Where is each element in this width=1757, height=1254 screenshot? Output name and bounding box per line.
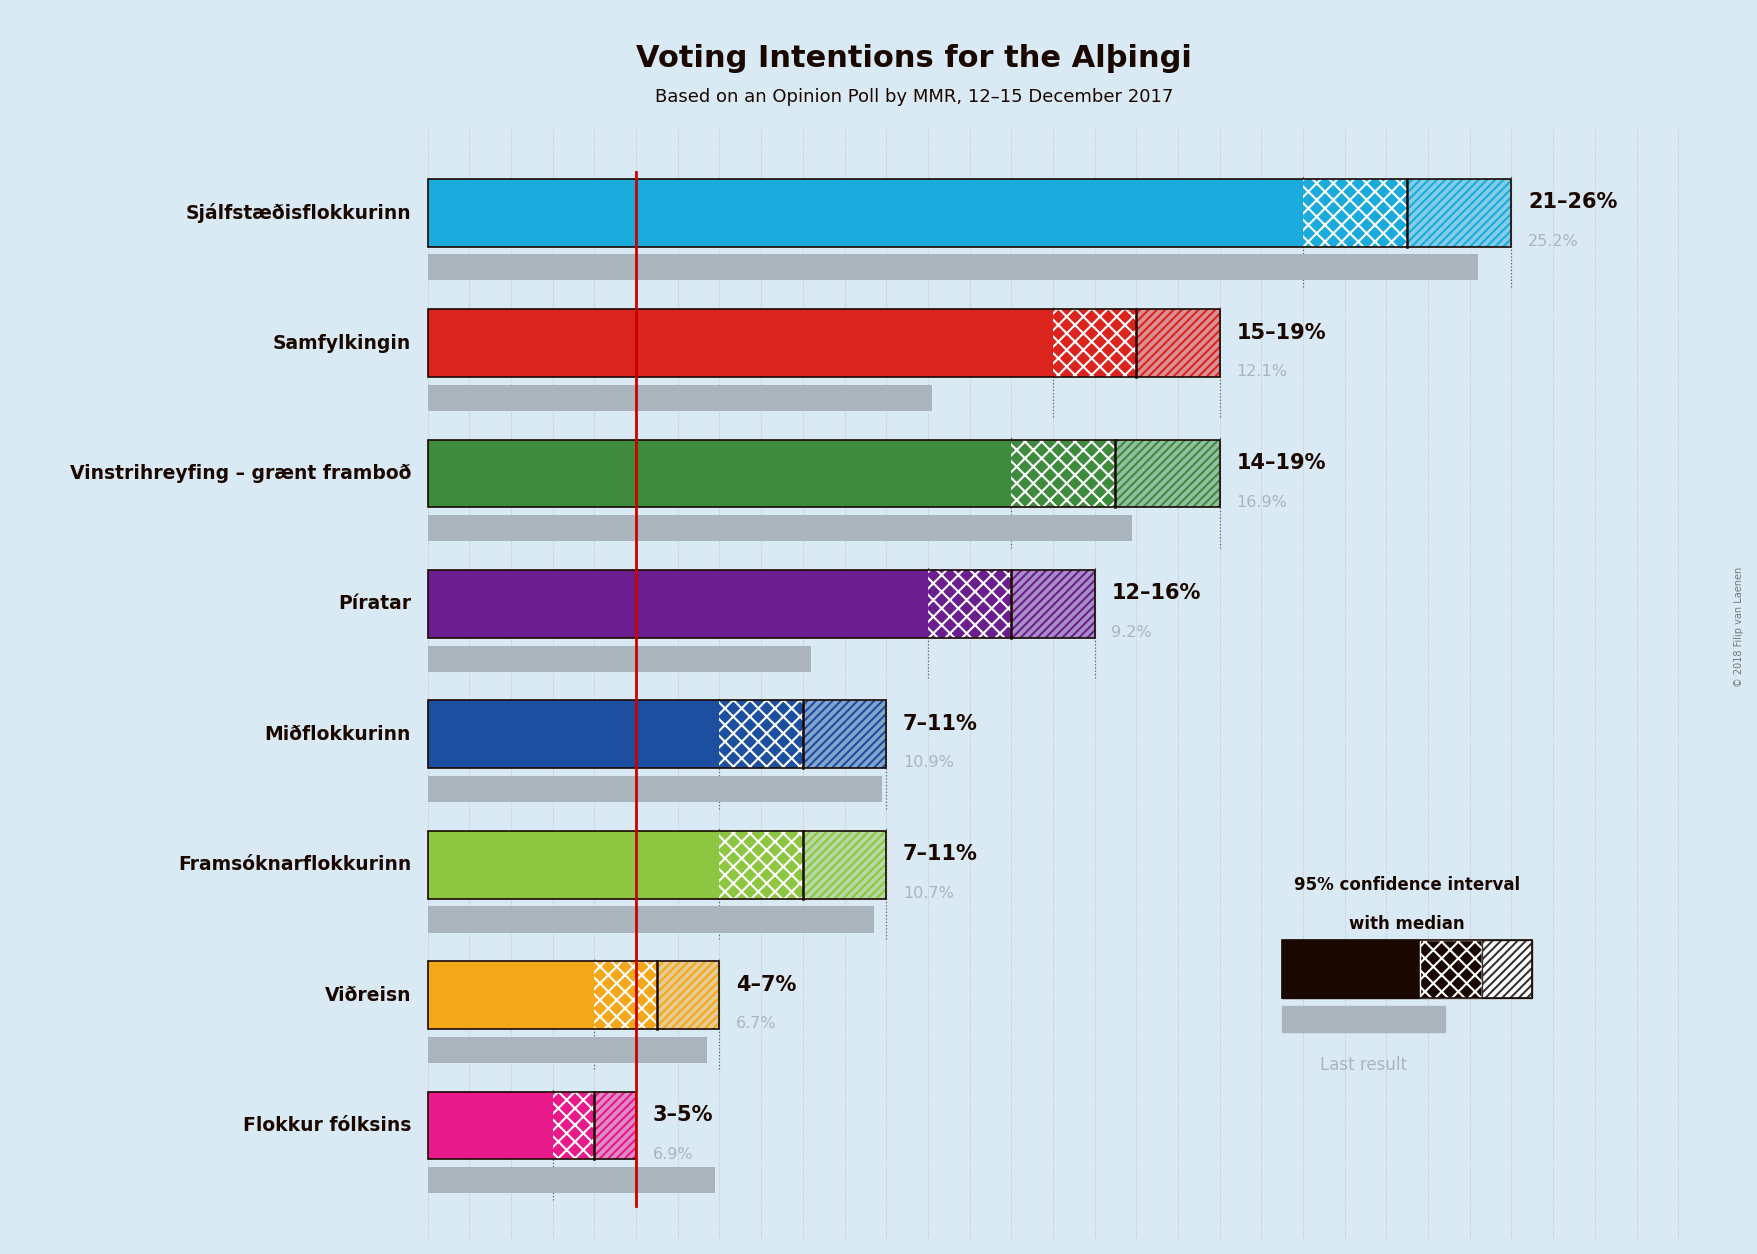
Bar — [719, 701, 803, 769]
Bar — [427, 701, 719, 769]
Bar — [552, 1092, 594, 1160]
Bar — [552, 1092, 594, 1160]
Text: Sjálfstæðisflokkurinn: Sjálfstæðisflokkurinn — [184, 203, 411, 223]
Bar — [1281, 939, 1532, 998]
Bar — [719, 701, 803, 769]
Bar — [427, 776, 882, 803]
Text: 12–16%: 12–16% — [1110, 583, 1200, 603]
Text: 6.7%: 6.7% — [736, 1016, 777, 1031]
Bar — [427, 255, 1478, 281]
Text: 12.1%: 12.1% — [1235, 364, 1286, 379]
Text: 21–26%: 21–26% — [1527, 192, 1616, 212]
Bar — [1406, 179, 1511, 247]
Bar — [427, 831, 719, 899]
Bar — [928, 571, 1010, 638]
Bar — [1481, 939, 1532, 998]
Bar — [1010, 440, 1116, 508]
Text: 14–19%: 14–19% — [1235, 453, 1325, 473]
Bar — [427, 310, 1052, 377]
Text: 95% confidence interval: 95% confidence interval — [1293, 877, 1520, 894]
Bar — [594, 1092, 636, 1160]
Text: Píratar: Píratar — [337, 594, 411, 613]
Bar — [1406, 179, 1511, 247]
Bar — [594, 1092, 636, 1160]
Text: 7–11%: 7–11% — [903, 844, 977, 864]
Bar — [1281, 939, 1420, 998]
Bar — [928, 571, 1010, 638]
Text: 15–19%: 15–19% — [1235, 322, 1325, 342]
Text: with median: with median — [1349, 915, 1464, 933]
Bar — [803, 701, 886, 769]
Text: 6.9%: 6.9% — [652, 1146, 692, 1161]
Bar — [719, 831, 803, 899]
Bar — [1010, 571, 1095, 638]
Bar — [1135, 310, 1219, 377]
Bar — [1116, 440, 1219, 508]
Text: Vinstrihreyfing – grænt framboð: Vinstrihreyfing – grænt framboð — [70, 464, 411, 483]
Text: Voting Intentions for the Alþingi: Voting Intentions for the Alþingi — [636, 44, 1191, 73]
Bar — [427, 440, 1010, 508]
Text: 25.2%: 25.2% — [1527, 233, 1578, 248]
Bar — [427, 907, 873, 933]
Text: Miðflokkurinn: Miðflokkurinn — [265, 725, 411, 744]
Bar — [1420, 939, 1481, 998]
Bar — [427, 515, 1132, 542]
Text: Framsóknarflokkurinn: Framsóknarflokkurinn — [177, 855, 411, 874]
Text: 7–11%: 7–11% — [903, 714, 977, 734]
Bar — [1010, 440, 1116, 508]
Bar — [1052, 310, 1135, 377]
Text: Samfylkingin: Samfylkingin — [272, 334, 411, 352]
Bar — [657, 962, 719, 1030]
Bar — [1420, 939, 1481, 998]
Bar — [1302, 179, 1406, 247]
Bar — [427, 1167, 715, 1194]
Bar — [427, 571, 928, 638]
Bar — [427, 1037, 706, 1063]
Text: Last result: Last result — [1320, 1056, 1406, 1073]
Bar — [1010, 571, 1095, 638]
Bar — [427, 1092, 552, 1160]
Bar — [803, 701, 886, 769]
Text: 16.9%: 16.9% — [1235, 494, 1286, 509]
Bar — [594, 962, 657, 1030]
Bar — [1116, 440, 1219, 508]
Bar — [427, 385, 931, 411]
Bar — [427, 179, 1302, 247]
Text: Based on an Opinion Poll by MMR, 12–15 December 2017: Based on an Opinion Poll by MMR, 12–15 D… — [655, 88, 1172, 105]
Text: 3–5%: 3–5% — [652, 1105, 713, 1125]
Bar — [1135, 310, 1219, 377]
Bar — [803, 831, 886, 899]
Bar — [803, 831, 886, 899]
Bar — [1481, 939, 1532, 998]
Text: 10.9%: 10.9% — [903, 755, 954, 770]
Text: © 2018 Filip van Laenen: © 2018 Filip van Laenen — [1732, 567, 1743, 687]
Bar — [719, 831, 803, 899]
Bar — [427, 646, 810, 672]
Bar — [1052, 310, 1135, 377]
Bar — [427, 962, 594, 1030]
Bar — [1281, 1006, 1444, 1032]
Text: Viðreisn: Viðreisn — [325, 986, 411, 1004]
Bar — [1302, 179, 1406, 247]
Bar — [657, 962, 719, 1030]
Bar — [594, 962, 657, 1030]
Text: 9.2%: 9.2% — [1110, 624, 1151, 640]
Text: 4–7%: 4–7% — [736, 974, 796, 994]
Text: 10.7%: 10.7% — [903, 885, 954, 900]
Text: Flokkur fólksins: Flokkur fólksins — [242, 1116, 411, 1135]
